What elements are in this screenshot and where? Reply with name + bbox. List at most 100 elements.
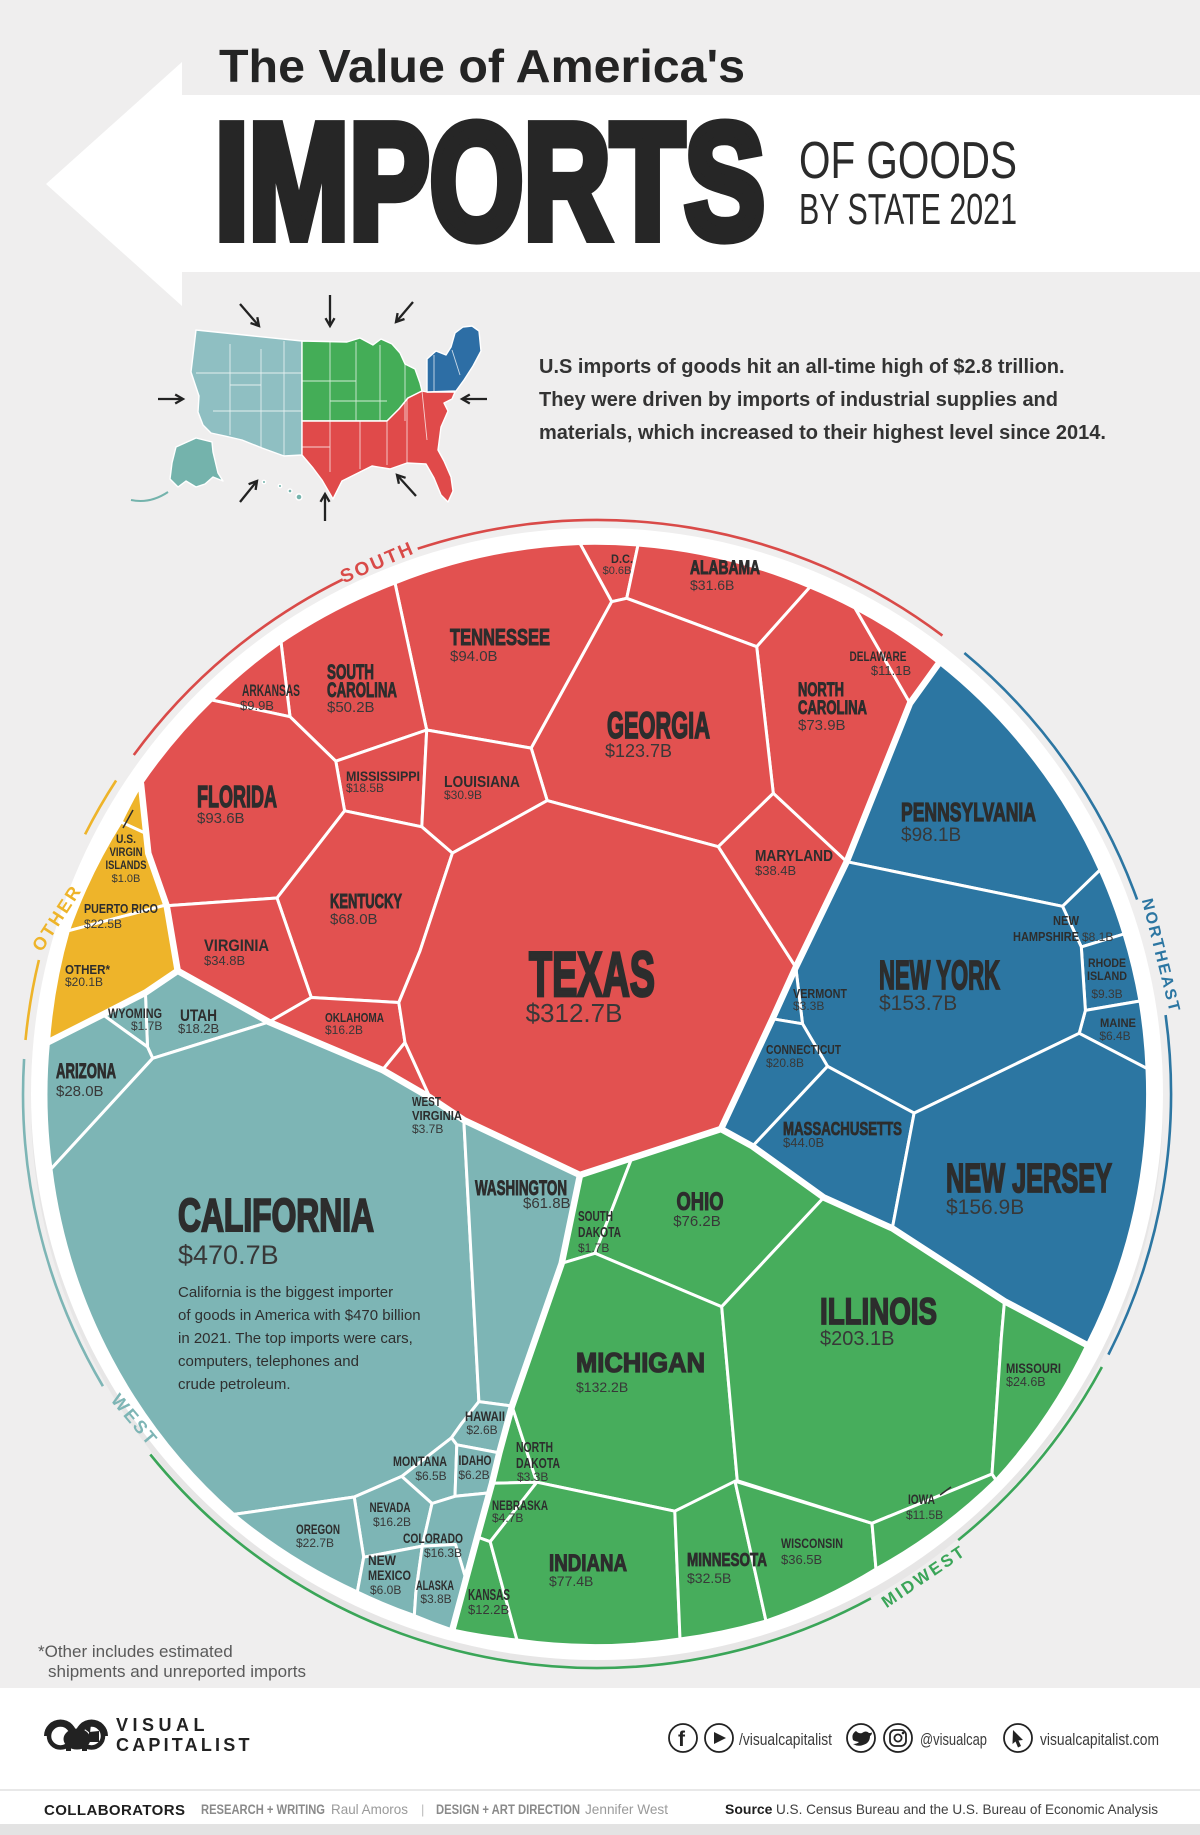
svg-text:Raul Amoros: Raul Amoros xyxy=(331,1801,408,1817)
svg-text:NEW: NEW xyxy=(1053,913,1080,928)
svg-text:$1.7B: $1.7B xyxy=(578,1241,609,1255)
svg-text:IMPORTS: IMPORTS xyxy=(215,90,765,273)
svg-text:SOUTH: SOUTH xyxy=(578,1208,613,1225)
svg-text:CAROLINA: CAROLINA xyxy=(798,698,867,719)
svg-text:The Value of America's: The Value of America's xyxy=(219,40,745,92)
svg-text:ALABAMA: ALABAMA xyxy=(690,558,760,579)
svg-text:NORTH: NORTH xyxy=(516,1439,553,1456)
svg-text:$18.2B: $18.2B xyxy=(178,1021,219,1036)
svg-text:shipments and unreported impor: shipments and unreported imports xyxy=(48,1662,306,1681)
svg-text:NEBRASKA: NEBRASKA xyxy=(492,1497,548,1513)
svg-text:WASHINGTON: WASHINGTON xyxy=(475,1177,567,1200)
svg-text:of goods in America with $470: of goods in America with $470 billion xyxy=(178,1307,421,1324)
svg-text:WEST: WEST xyxy=(412,1094,441,1109)
svg-text:$2.6B: $2.6B xyxy=(466,1423,497,1437)
svg-text:$98.1B: $98.1B xyxy=(901,825,961,846)
svg-text:crude petroleum.: crude petroleum. xyxy=(178,1376,291,1393)
svg-text:U.S.: U.S. xyxy=(116,832,136,846)
svg-text:$94.0B: $94.0B xyxy=(450,648,498,665)
svg-text:TENNESSEE: TENNESSEE xyxy=(450,624,550,650)
svg-text:NEW: NEW xyxy=(368,1552,397,1568)
svg-text:NEW JERSEY: NEW JERSEY xyxy=(946,1155,1112,1201)
svg-text:$24.6B: $24.6B xyxy=(1006,1375,1046,1389)
svg-text:DELAWARE: DELAWARE xyxy=(850,648,907,664)
svg-text:$77.4B: $77.4B xyxy=(549,1573,593,1589)
svg-text:$4.7B: $4.7B xyxy=(492,1511,523,1525)
svg-text:MONTANA: MONTANA xyxy=(393,1453,447,1469)
svg-text:VIRGIN: VIRGIN xyxy=(110,845,143,859)
svg-text:LOUISIANA: LOUISIANA xyxy=(444,774,520,791)
svg-text:MASSACHUSETTS: MASSACHUSETTS xyxy=(783,1119,902,1139)
svg-text:$44.0B: $44.0B xyxy=(783,1135,824,1150)
svg-text:COLORADO: COLORADO xyxy=(403,1530,463,1546)
svg-text:$38.4B: $38.4B xyxy=(755,863,796,878)
svg-text:HAMPSHIRE: HAMPSHIRE xyxy=(1013,929,1079,944)
svg-text:$61.8B: $61.8B xyxy=(523,1195,571,1212)
svg-text:MAINE: MAINE xyxy=(1100,1016,1136,1030)
svg-text:U.S. Census Bureau and the U.S: U.S. Census Bureau and the U.S. Bureau o… xyxy=(776,1801,1158,1817)
svg-text:$9.3B: $9.3B xyxy=(1091,987,1122,1001)
svg-text:f: f xyxy=(678,1728,686,1751)
svg-text:CONNECTICUT: CONNECTICUT xyxy=(766,1042,841,1057)
svg-text:$36.5B: $36.5B xyxy=(781,1552,822,1567)
svg-text:BY STATE 2021: BY STATE 2021 xyxy=(799,185,1017,234)
svg-text:HAWAII: HAWAII xyxy=(465,1408,505,1424)
svg-text:Source: Source xyxy=(725,1801,773,1817)
svg-text:$1.0B: $1.0B xyxy=(112,873,141,885)
svg-text:KANSAS: KANSAS xyxy=(468,1587,510,1604)
svg-text:$32.5B: $32.5B xyxy=(687,1570,731,1586)
svg-text:VISUAL: VISUAL xyxy=(116,1715,209,1735)
svg-text:GEORGIA: GEORGIA xyxy=(607,705,710,746)
svg-text:FLORIDA: FLORIDA xyxy=(197,779,277,814)
svg-text:/visualcapitalist: /visualcapitalist xyxy=(739,1730,832,1749)
svg-text:$16.3B: $16.3B xyxy=(424,1546,462,1560)
svg-text:$203.1B: $203.1B xyxy=(820,1328,895,1350)
svg-text:|: | xyxy=(421,1802,424,1817)
svg-text:DESIGN + ART DIRECTION: DESIGN + ART DIRECTION xyxy=(436,1802,580,1817)
svg-text:MICHIGAN: MICHIGAN xyxy=(576,1347,705,1378)
svg-text:$9.9B: $9.9B xyxy=(240,698,274,713)
svg-text:$1.7B: $1.7B xyxy=(131,1019,162,1033)
svg-text:$31.6B: $31.6B xyxy=(690,577,734,593)
svg-text:$18.5B: $18.5B xyxy=(346,781,384,795)
svg-text:VIRGINIA: VIRGINIA xyxy=(204,936,269,955)
svg-text:VERMONT: VERMONT xyxy=(793,986,847,1001)
svg-text:CAPITALIST: CAPITALIST xyxy=(116,1735,253,1755)
svg-text:in 2021. The top imports were: in 2021. The top imports were cars, xyxy=(178,1330,413,1347)
svg-text:materials, which increased to: materials, which increased to their high… xyxy=(539,422,1106,444)
svg-text:WISCONSIN: WISCONSIN xyxy=(781,1535,843,1551)
svg-text:WYOMING: WYOMING xyxy=(108,1005,162,1021)
svg-text:visualcapitalist.com: visualcapitalist.com xyxy=(1040,1730,1159,1749)
svg-text:NEW YORK: NEW YORK xyxy=(879,952,1000,998)
svg-text:OHIO: OHIO xyxy=(677,1188,724,1216)
svg-text:RHODE: RHODE xyxy=(1088,956,1126,970)
svg-text:$22.5B: $22.5B xyxy=(84,917,122,931)
svg-text:*Other includes estimated: *Other includes estimated xyxy=(38,1642,233,1661)
svg-text:$76.2B: $76.2B xyxy=(673,1213,721,1230)
svg-text:$153.7B: $153.7B xyxy=(879,992,957,1015)
svg-text:$22.7B: $22.7B xyxy=(296,1536,334,1550)
svg-text:OREGON: OREGON xyxy=(296,1521,340,1537)
svg-text:NEVADA: NEVADA xyxy=(370,1499,411,1515)
svg-text:$6.0B: $6.0B xyxy=(370,1583,401,1597)
svg-text:$3.7B: $3.7B xyxy=(412,1122,443,1136)
svg-text:SOUTH: SOUTH xyxy=(327,661,374,684)
svg-text:OKLAHOMA: OKLAHOMA xyxy=(325,1010,384,1025)
svg-text:PUERTO RICO: PUERTO RICO xyxy=(84,901,158,916)
svg-text:ARKANSAS: ARKANSAS xyxy=(242,681,300,700)
svg-text:MINNESOTA: MINNESOTA xyxy=(687,1550,767,1570)
svg-text:$30.9B: $30.9B xyxy=(444,788,482,802)
svg-text:$12.2B: $12.2B xyxy=(468,1602,509,1617)
svg-text:CALIFORNIA: CALIFORNIA xyxy=(178,1189,374,1241)
svg-text:PENNSYLVANIA: PENNSYLVANIA xyxy=(901,797,1036,827)
svg-text:Jennifer West: Jennifer West xyxy=(585,1801,668,1817)
svg-text:KENTUCKY: KENTUCKY xyxy=(330,891,402,913)
svg-text:computers, telephones and: computers, telephones and xyxy=(178,1353,359,1370)
svg-text:$93.6B: $93.6B xyxy=(197,810,245,827)
svg-text:ALASKA: ALASKA xyxy=(416,1577,454,1593)
svg-text:U.S imports of goods hit an al: U.S imports of goods hit an all-time hig… xyxy=(539,356,1065,378)
svg-text:@visualcap: @visualcap xyxy=(920,1730,987,1749)
svg-text:$156.9B: $156.9B xyxy=(946,1196,1024,1219)
svg-text:$8.1B: $8.1B xyxy=(1082,930,1113,944)
svg-text:California is the biggest impo: California is the biggest importer xyxy=(178,1284,393,1301)
